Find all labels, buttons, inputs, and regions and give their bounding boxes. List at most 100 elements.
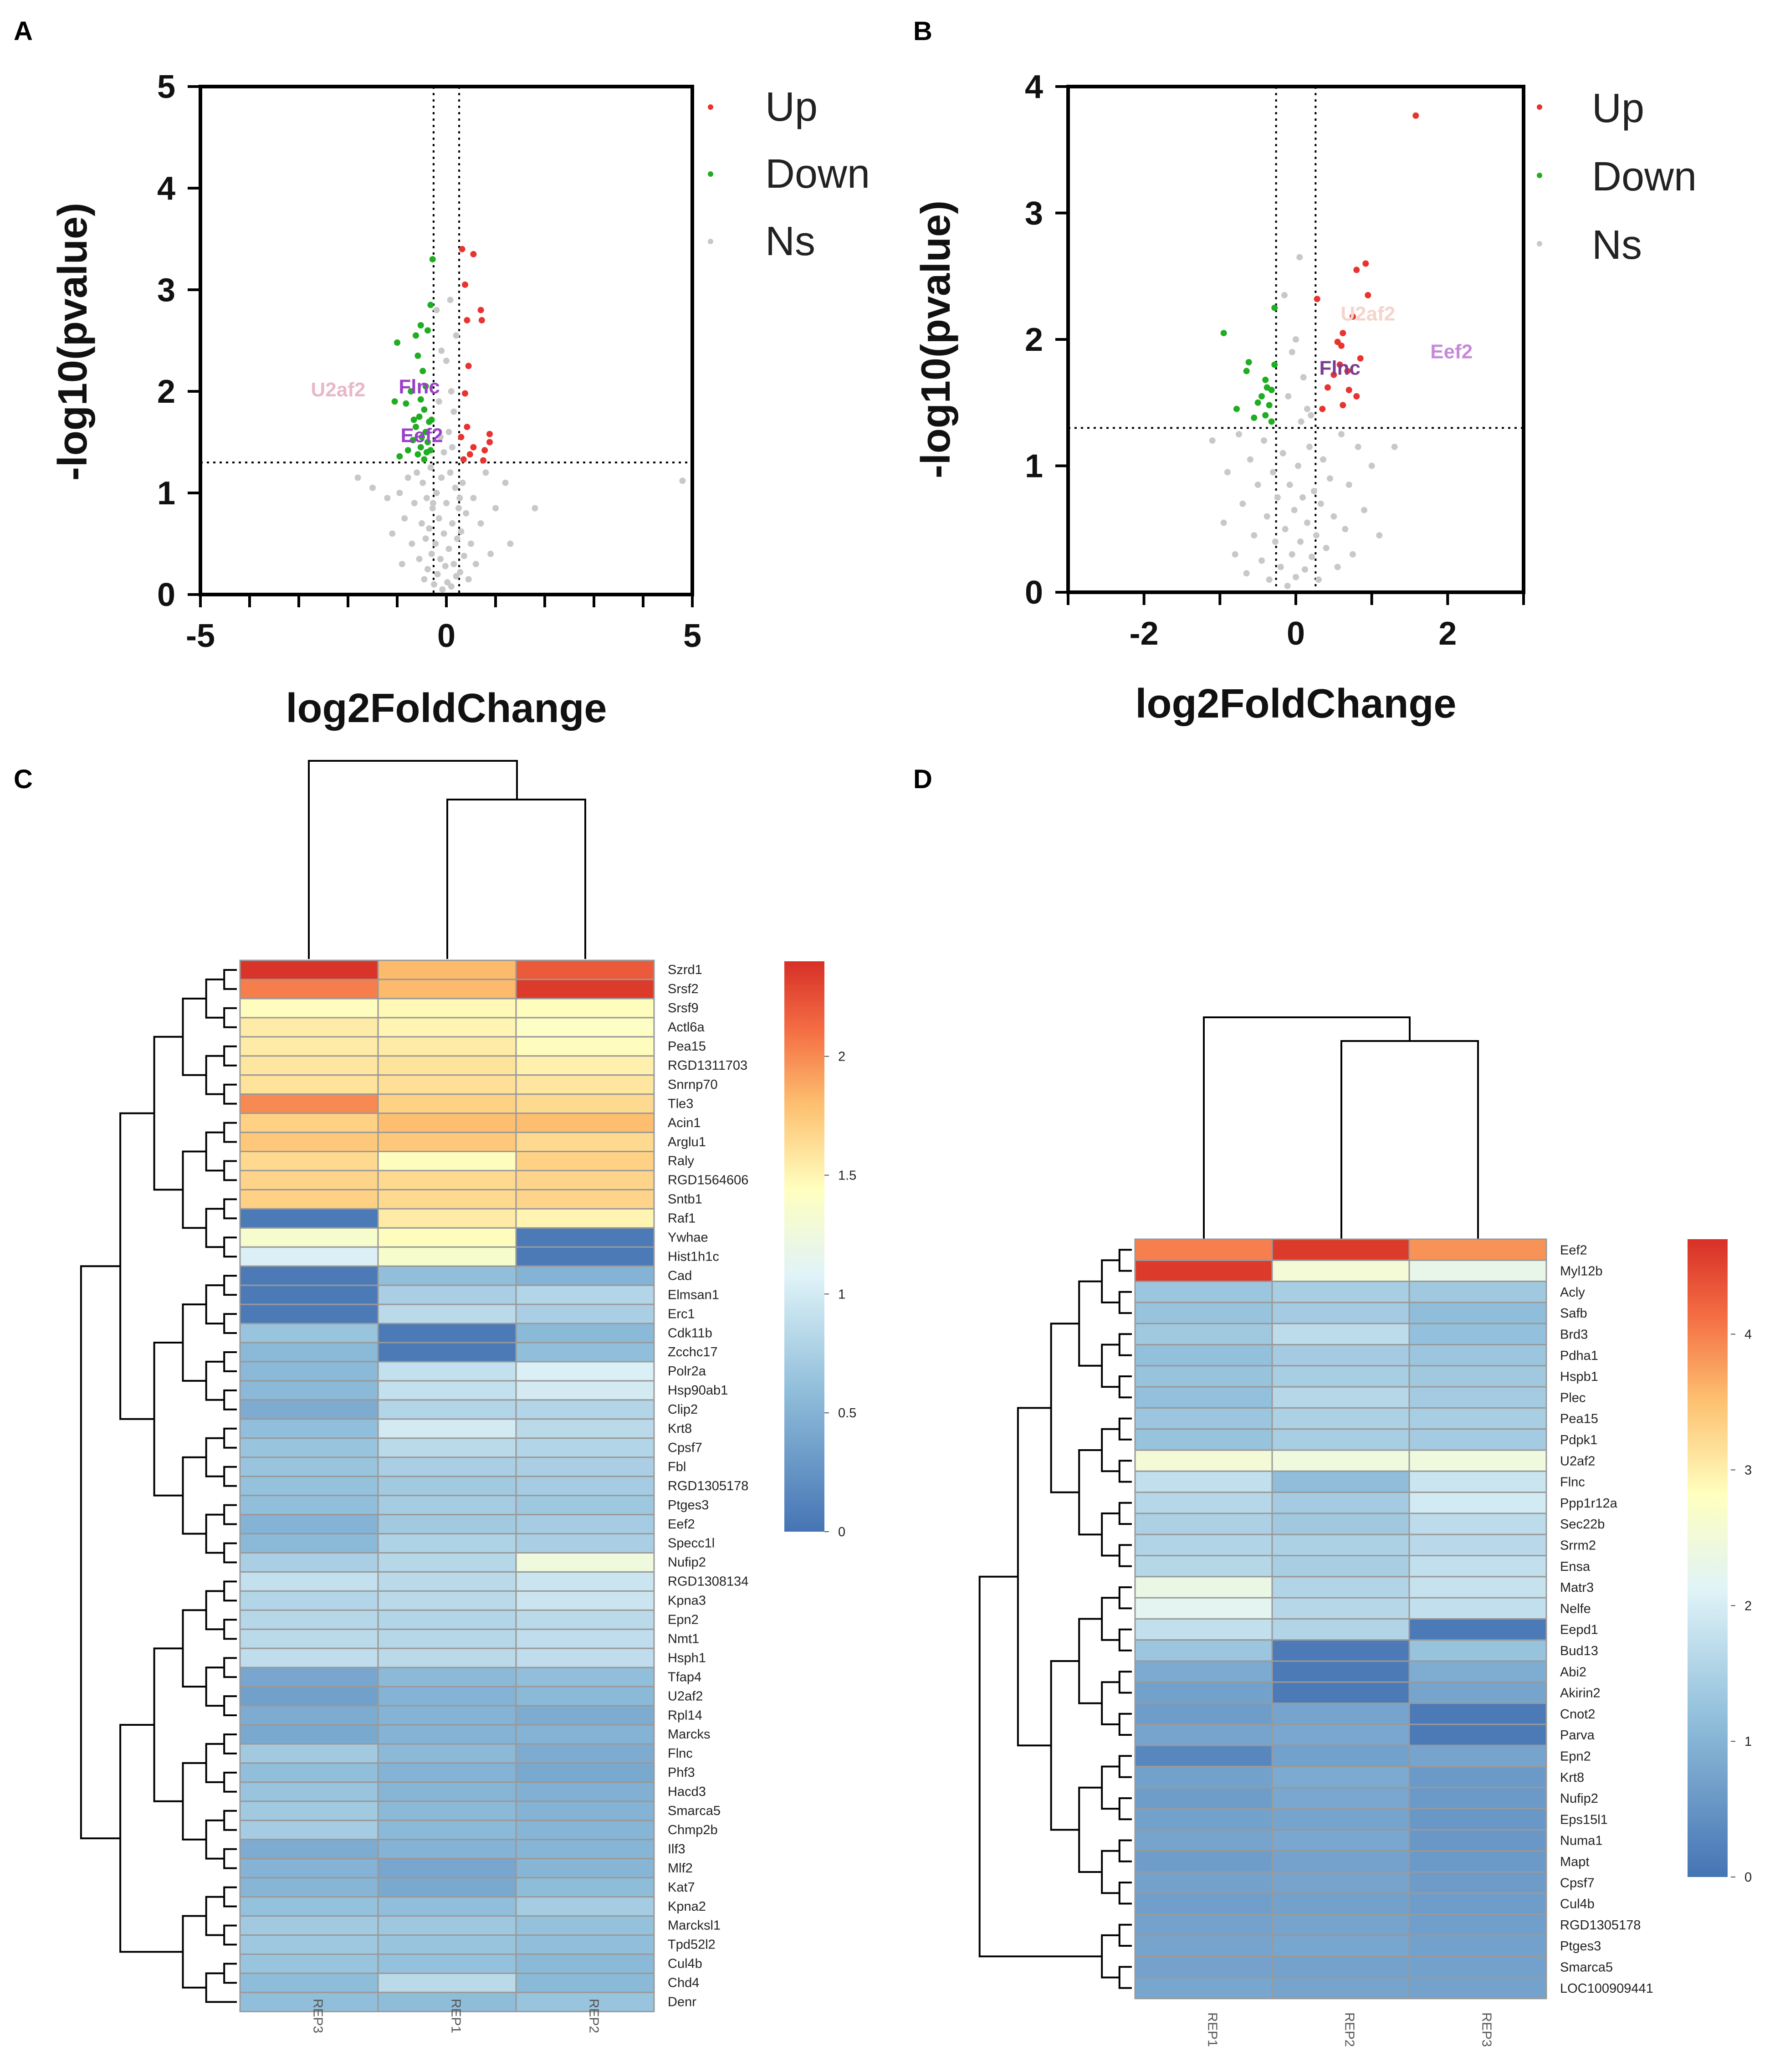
gene-label: Ptges3 bbox=[1560, 1939, 1601, 1954]
heatmap-cell bbox=[239, 1036, 379, 1057]
heatmap-cell bbox=[1408, 1302, 1547, 1324]
point-ns bbox=[455, 505, 462, 512]
gene-label: Hacd3 bbox=[668, 1785, 706, 1799]
heatmap-cell bbox=[1134, 1386, 1273, 1409]
gene-label: Ensa bbox=[1560, 1559, 1591, 1574]
panel-label-b: B bbox=[913, 16, 932, 46]
legend-marker-up bbox=[708, 104, 713, 110]
heatmap-cell bbox=[1408, 1597, 1547, 1620]
gene-label: Srsf9 bbox=[668, 1001, 699, 1015]
dendrogram-branch bbox=[223, 1619, 237, 1640]
heatmap-cell bbox=[1134, 1808, 1273, 1831]
heatmap-cell bbox=[377, 1437, 517, 1458]
gene-label: Sntb1 bbox=[668, 1192, 702, 1207]
gene-label: Nelfe bbox=[1560, 1601, 1591, 1616]
heatmap-cell bbox=[239, 1437, 379, 1458]
dendrogram-branch bbox=[223, 1580, 237, 1602]
point-ns bbox=[1355, 443, 1361, 450]
gene-label: Krt8 bbox=[668, 1421, 692, 1436]
heatmap-cell bbox=[1408, 1576, 1547, 1599]
gene-label: Hist1h1c bbox=[668, 1250, 719, 1264]
heatmap-cell bbox=[377, 1647, 517, 1668]
heatmap-cell bbox=[1408, 1449, 1547, 1472]
point-ns bbox=[423, 495, 430, 502]
point-ns bbox=[468, 540, 474, 547]
gene-label: Flnc bbox=[1560, 1475, 1585, 1490]
point-up bbox=[464, 317, 471, 323]
legend: Up Down Ns bbox=[708, 84, 870, 264]
point-down bbox=[414, 451, 421, 458]
gene-label: Acly bbox=[1560, 1285, 1585, 1300]
heatmap-cell bbox=[1271, 1428, 1410, 1451]
heatmap-cell bbox=[377, 1476, 517, 1497]
dendrogram-branch bbox=[223, 1427, 237, 1449]
heatmap-cell bbox=[239, 959, 379, 980]
heatmap-cell bbox=[1134, 1829, 1273, 1852]
point-ns bbox=[1266, 576, 1273, 583]
gene-label: Numa1 bbox=[1560, 1834, 1603, 1848]
heatmap-cell bbox=[515, 1724, 655, 1745]
heatmap-cell bbox=[239, 1074, 379, 1095]
heatmap-cell bbox=[515, 1762, 655, 1783]
heatmap-cell bbox=[1134, 1323, 1273, 1345]
point-down bbox=[1271, 361, 1278, 368]
heatmap-cell bbox=[377, 1762, 517, 1783]
point-ns bbox=[1251, 532, 1258, 539]
point-down bbox=[427, 302, 434, 308]
point-down bbox=[391, 398, 398, 405]
point-ns bbox=[1376, 532, 1383, 539]
heatmap-cell bbox=[515, 1017, 655, 1038]
point-ns bbox=[477, 520, 484, 527]
point-ns bbox=[389, 530, 396, 537]
dendrogram-branch bbox=[223, 1504, 237, 1525]
point-up bbox=[1340, 330, 1346, 337]
point-ns bbox=[1361, 507, 1367, 513]
legend-marker-ns bbox=[1537, 241, 1542, 246]
heatmap-cell bbox=[1271, 1871, 1410, 1894]
point-ns bbox=[1300, 374, 1307, 381]
heatmap-cell bbox=[239, 1323, 379, 1344]
heatmap-cell bbox=[377, 1323, 517, 1344]
point-ns bbox=[411, 500, 418, 507]
point-ns bbox=[445, 545, 452, 552]
point-down bbox=[1262, 376, 1269, 383]
heatmap-cell bbox=[239, 1667, 379, 1687]
gene-label: Marcks bbox=[668, 1727, 710, 1742]
heatmap-cell bbox=[239, 1953, 379, 1974]
legend-label-down: Down bbox=[765, 151, 870, 197]
heatmap-cell bbox=[515, 1303, 655, 1324]
dendrogram-branch bbox=[1118, 1544, 1132, 1567]
heatmap-cell bbox=[515, 1399, 655, 1420]
point-ns bbox=[1323, 544, 1330, 551]
point-ns bbox=[433, 307, 440, 313]
heatmap-cell bbox=[377, 1934, 517, 1955]
heatmap-cell bbox=[1134, 1977, 1273, 2000]
point-ns bbox=[1293, 574, 1299, 580]
legend-marker-up bbox=[1537, 104, 1542, 110]
point-ns bbox=[1224, 469, 1231, 476]
heatmap-cell bbox=[377, 1169, 517, 1190]
dendrogram-branch bbox=[223, 1924, 237, 1946]
point-up bbox=[462, 281, 468, 288]
heatmap-cell bbox=[1134, 1449, 1273, 1472]
gene-annotation: U2af2 bbox=[311, 379, 365, 401]
heatmap-cell bbox=[1271, 1492, 1410, 1514]
point-ns bbox=[422, 535, 429, 542]
colorbar-tick-label: 2 bbox=[838, 1050, 845, 1064]
heatmap-cell bbox=[1271, 1238, 1410, 1261]
heatmap-cell bbox=[1134, 1513, 1273, 1535]
dendrogram-branch bbox=[223, 1122, 237, 1143]
point-ns bbox=[369, 484, 376, 491]
dendrogram-branch bbox=[223, 1657, 237, 1678]
point-ns bbox=[425, 566, 431, 573]
heatmap-cell bbox=[1271, 1513, 1410, 1535]
heatmap-cell bbox=[377, 1342, 517, 1363]
dendrogram-branch bbox=[1118, 1671, 1132, 1694]
point-ns bbox=[1247, 456, 1253, 463]
gene-label: Safb bbox=[1560, 1306, 1587, 1321]
gene-label: Eef2 bbox=[1560, 1243, 1587, 1257]
heatmap-cell bbox=[239, 1055, 379, 1076]
point-ns bbox=[437, 434, 444, 441]
heatmap-cell bbox=[1271, 1744, 1410, 1767]
point-down bbox=[1254, 399, 1261, 406]
